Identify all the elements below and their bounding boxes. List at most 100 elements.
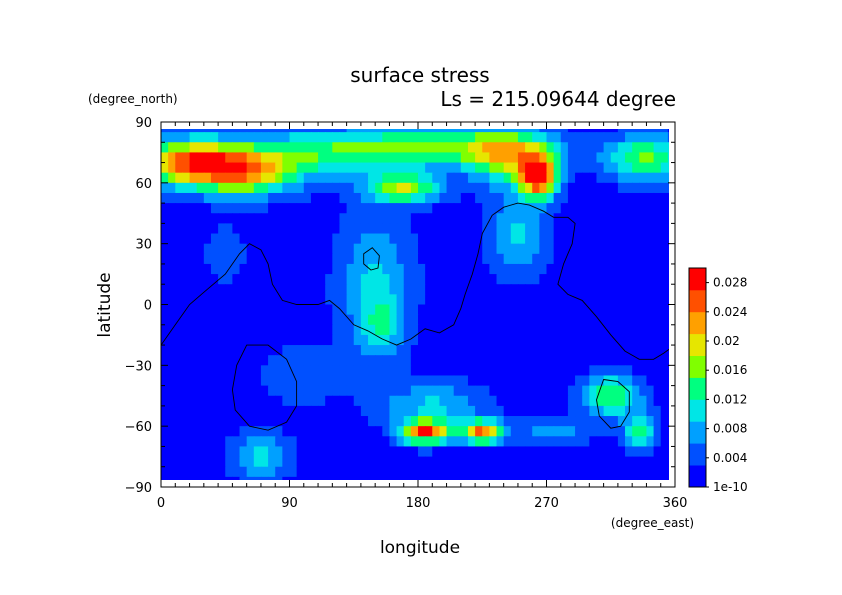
stress-cell xyxy=(667,263,669,275)
stress-cell xyxy=(375,223,383,235)
stress-cell xyxy=(360,355,369,366)
stress-cell xyxy=(310,405,319,417)
stress-cell xyxy=(496,355,505,366)
stress-cell xyxy=(161,274,169,285)
stress-cell xyxy=(260,416,269,427)
stress-cell xyxy=(332,345,341,356)
stress-cell xyxy=(653,395,662,407)
stress-cell xyxy=(467,223,476,235)
stress-cell xyxy=(332,203,341,214)
stress-cell xyxy=(360,304,369,316)
stress-cell xyxy=(339,223,348,235)
stress-cell xyxy=(210,324,219,336)
stress-cell xyxy=(189,129,198,133)
stress-cell xyxy=(218,334,226,346)
colorbar-label: 0.028 xyxy=(713,276,747,290)
stress-cell xyxy=(225,416,233,427)
stress-cell xyxy=(567,334,576,346)
stress-cell xyxy=(375,385,383,397)
stress-cell xyxy=(525,365,533,377)
stress-cell xyxy=(332,416,341,427)
stress-cell xyxy=(346,456,355,468)
stress-cell xyxy=(225,426,233,437)
stress-cell xyxy=(532,132,540,143)
stress-cell xyxy=(632,446,640,458)
stress-cell xyxy=(532,129,540,133)
stress-cell xyxy=(660,274,669,285)
stress-cell xyxy=(189,436,198,448)
stress-cell xyxy=(475,129,483,133)
stress-cell xyxy=(182,345,191,356)
stress-cell xyxy=(375,162,383,174)
stress-cell xyxy=(496,213,505,224)
stress-cell xyxy=(525,274,533,285)
stress-cell xyxy=(503,223,512,235)
stress-cell xyxy=(496,466,505,478)
stress-cell xyxy=(503,274,512,285)
stress-cell xyxy=(239,129,248,133)
stress-cell xyxy=(660,405,669,417)
stress-cell xyxy=(325,436,333,448)
stress-cell xyxy=(453,324,462,336)
stress-cell xyxy=(432,324,441,336)
stress-cell xyxy=(239,395,248,407)
stress-cell xyxy=(546,243,555,255)
stress-cell xyxy=(418,223,426,235)
stress-cell xyxy=(389,152,398,164)
stress-cell xyxy=(625,233,633,245)
stress-cell xyxy=(467,284,476,295)
stress-cell xyxy=(467,203,476,214)
stress-cell xyxy=(475,152,483,164)
stress-cell xyxy=(268,294,276,306)
stress-cell xyxy=(161,365,169,377)
stress-cell xyxy=(517,375,526,387)
stress-cell xyxy=(639,294,648,306)
stress-cell xyxy=(296,426,305,437)
stress-cell xyxy=(596,436,605,448)
stress-cell xyxy=(318,355,326,366)
stress-cell xyxy=(489,456,498,468)
stress-cell xyxy=(603,385,612,397)
stress-cell xyxy=(432,162,441,174)
stress-cell xyxy=(446,385,455,397)
stress-cell xyxy=(203,162,212,174)
stress-cell xyxy=(653,456,662,468)
stress-cell xyxy=(389,436,398,448)
stress-cell xyxy=(303,395,312,407)
stress-cell xyxy=(375,314,383,326)
stress-cell xyxy=(310,334,319,346)
stress-cell xyxy=(539,243,548,255)
stress-cell xyxy=(567,132,576,143)
stress-cell xyxy=(253,152,262,164)
stress-cell xyxy=(161,263,169,275)
stress-cell xyxy=(439,142,448,154)
stress-cell xyxy=(510,304,519,316)
stress-cell xyxy=(553,355,562,366)
stress-cell xyxy=(510,385,519,397)
stress-cell xyxy=(546,334,555,346)
stress-cell xyxy=(353,314,362,326)
stress-cell xyxy=(460,182,469,194)
stress-cell xyxy=(639,253,648,265)
stress-cell xyxy=(325,129,333,133)
stress-cell xyxy=(310,213,319,224)
stress-cell xyxy=(553,162,562,174)
stress-cell xyxy=(453,213,462,224)
stress-cell xyxy=(582,385,590,397)
stress-cell xyxy=(517,142,526,154)
stress-cell xyxy=(460,253,469,265)
stress-cell xyxy=(161,213,169,224)
stress-cell xyxy=(396,476,405,480)
stress-cell xyxy=(418,345,426,356)
stress-cell xyxy=(368,476,376,480)
y-tick-label: 30 xyxy=(135,238,152,253)
stress-cell xyxy=(610,405,619,417)
stress-cell xyxy=(339,476,348,480)
stress-cell xyxy=(368,132,376,143)
stress-cell xyxy=(339,466,348,478)
stress-cell xyxy=(418,324,426,336)
stress-cell xyxy=(403,233,412,245)
stress-cell xyxy=(268,304,276,316)
stress-cell xyxy=(567,304,576,316)
stress-cell xyxy=(632,456,640,468)
